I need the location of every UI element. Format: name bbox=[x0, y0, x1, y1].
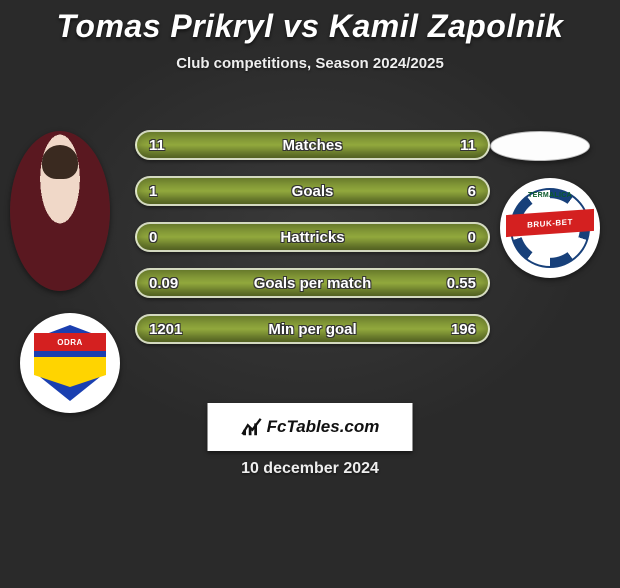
stat-bar: 1 Goals 6 bbox=[135, 176, 490, 206]
stat-left-value: 0.09 bbox=[149, 270, 178, 296]
vs-separator: vs bbox=[283, 8, 320, 44]
stat-label: Matches bbox=[282, 137, 342, 154]
stat-label: Min per goal bbox=[268, 321, 356, 338]
stat-label: Goals bbox=[292, 183, 334, 200]
stat-bar: 0 Hattricks 0 bbox=[135, 222, 490, 252]
player1-name: Tomas Prikryl bbox=[57, 8, 274, 44]
stat-right-value: 0.55 bbox=[447, 270, 476, 296]
stat-right-value: 11 bbox=[460, 132, 476, 158]
footer-date: 10 december 2024 bbox=[0, 460, 620, 478]
player2-photo bbox=[490, 131, 590, 161]
player2-name: Kamil Zapolnik bbox=[329, 8, 564, 44]
player1-club-band: ODRA bbox=[34, 333, 106, 351]
source-badge: FcTables.com bbox=[208, 403, 413, 451]
stat-left-value: 1201 bbox=[149, 316, 182, 342]
source-site: FcTables.com bbox=[267, 417, 380, 437]
player1-club-badge: ODRA bbox=[20, 313, 120, 413]
stat-label: Hattricks bbox=[280, 229, 344, 246]
stat-bar: 0.09 Goals per match 0.55 bbox=[135, 268, 490, 298]
stat-right-value: 196 bbox=[451, 316, 476, 342]
player2-club-badge: TERMALICA BRUK-BET bbox=[500, 178, 600, 278]
stat-bar: 11 Matches 11 bbox=[135, 130, 490, 160]
player2-club-top: TERMALICA bbox=[524, 192, 576, 206]
stat-right-value: 0 bbox=[468, 224, 476, 250]
player1-photo bbox=[10, 131, 110, 291]
stat-left-value: 0 bbox=[149, 224, 157, 250]
stat-left-value: 1 bbox=[149, 178, 157, 204]
stat-label: Goals per match bbox=[254, 275, 372, 292]
stat-left-value: 11 bbox=[149, 132, 165, 158]
comparison-title: Tomas Prikryl vs Kamil Zapolnik bbox=[0, 8, 620, 45]
stat-bar: 1201 Min per goal 196 bbox=[135, 314, 490, 344]
chart-icon bbox=[241, 416, 263, 438]
stat-bars: 11Matches111Goals60Hattricks00.09Goals p… bbox=[135, 130, 490, 360]
stat-right-value: 6 bbox=[468, 178, 476, 204]
subtitle: Club competitions, Season 2024/2025 bbox=[0, 55, 620, 72]
